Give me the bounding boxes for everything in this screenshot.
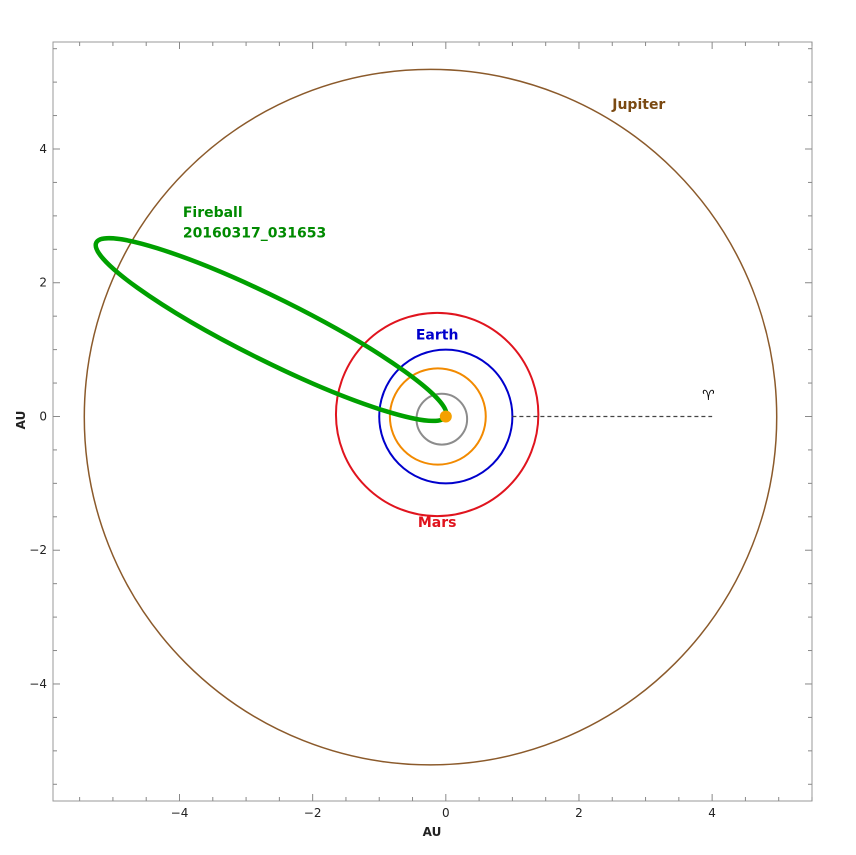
plot-frame — [52, 41, 813, 802]
y-axis-label: AU — [14, 411, 28, 430]
orbits — [83, 68, 778, 766]
x-tick-label: −2 — [304, 806, 322, 820]
y-tick-label: −2 — [29, 543, 47, 557]
ticks: −4 −2 0 2 4 −4 −2 0 2 4 — [29, 42, 813, 820]
label-4: 20160317_031653 — [183, 225, 326, 241]
labels: Jupiter Earth Mars Fireball 20160317_031653 ♈ — [183, 97, 715, 531]
label-3: Fireball — [183, 205, 243, 221]
label-5: ♈ — [702, 388, 715, 404]
orbit-mars — [334, 311, 540, 518]
orbit-jupiter — [83, 68, 778, 766]
x-axis-label: AU — [423, 825, 442, 839]
orbit-inner-1 — [388, 367, 487, 466]
marks — [439, 410, 713, 423]
y-tick-label: −4 — [29, 677, 47, 691]
x-tick-label: −4 — [171, 806, 189, 820]
y-tick-label: 0 — [39, 409, 47, 423]
label-2: Mars — [418, 515, 457, 531]
x-tick-label: 2 — [575, 806, 583, 820]
y-tick-label: 2 — [39, 276, 47, 290]
sun-point — [439, 410, 452, 423]
orbit-fireball — [93, 235, 449, 424]
label-1: Earth — [416, 328, 459, 344]
y-tick-label: 4 — [39, 142, 47, 156]
label-0: Jupiter — [611, 97, 665, 113]
x-tick-label: 4 — [708, 806, 716, 820]
x-tick-label: 0 — [442, 806, 450, 820]
